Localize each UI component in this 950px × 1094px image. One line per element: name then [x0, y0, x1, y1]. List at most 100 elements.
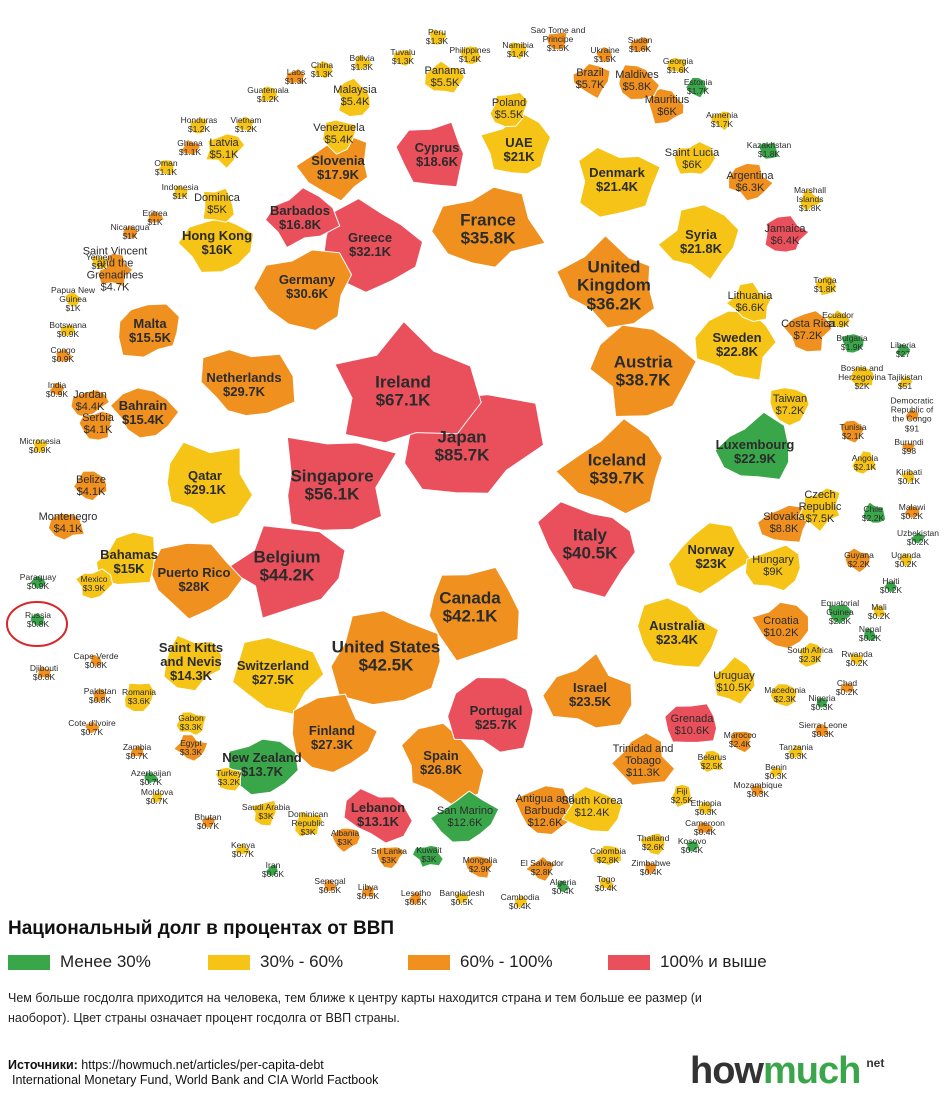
country-name: Australia — [649, 617, 705, 633]
country-name: Bangladesh — [439, 887, 485, 898]
country-name: Barbados — [270, 202, 330, 218]
country-shape — [545, 31, 568, 51]
country-name: Puerto Rico — [157, 564, 231, 580]
country-name: Guatemala — [247, 84, 289, 95]
country-shape — [899, 552, 914, 568]
country-name: Bhutan — [194, 811, 222, 822]
country-label: Chad $0.2K — [836, 678, 858, 697]
country-shape — [460, 45, 482, 66]
country-name: Hungary — [752, 554, 794, 567]
country-shape — [259, 85, 278, 103]
country-name: Sudan — [627, 34, 653, 45]
country-name: Tanzania — [778, 741, 814, 752]
country-label: Mexico $3.9K — [81, 574, 108, 593]
legend-swatch — [8, 954, 50, 970]
country-name: Azerbaijan — [130, 767, 172, 778]
country-label: Cyprus $18.6K — [414, 139, 460, 169]
country-debt: $2.1K — [853, 462, 877, 472]
country-debt: $6.3K — [735, 182, 765, 194]
country-label: Mali $0.2K — [868, 602, 890, 621]
country-debt: $0.9K — [28, 445, 52, 455]
country-debt: $0.9K — [56, 329, 80, 339]
country-shape — [214, 766, 243, 792]
country-name: Cyprus — [414, 139, 460, 155]
country-debt: $1.2K — [234, 124, 258, 134]
country-debt: $2.6K — [641, 842, 665, 852]
country-name: Finland — [308, 722, 356, 738]
country-debt: $42.5K — [358, 656, 414, 675]
country-name: Mozambique — [733, 779, 783, 790]
country-label: Israel $23.5K — [569, 680, 611, 709]
country-debt: $21.8K — [680, 241, 722, 256]
country-label: Libya $0.5K — [357, 882, 379, 901]
country-debt: $0.3K — [694, 807, 718, 817]
country-label: Denmark $21.4K — [589, 165, 645, 194]
country-debt: $3K — [258, 811, 274, 821]
country-label: Nepal $0.2K — [858, 623, 882, 643]
country-debt: $13.7K — [241, 764, 283, 779]
country-debt: $21.4K — [596, 179, 638, 194]
country-name: Nepal — [858, 623, 882, 634]
sources-list: International Monetary Fund, World Bank … — [12, 1073, 379, 1087]
country-shape — [429, 28, 448, 46]
country-label: Kiribati $0.1K — [896, 467, 922, 486]
sources-url[interactable]: https://howmuch.net/articles/per-capita-… — [81, 1058, 324, 1072]
country-shape — [29, 611, 46, 627]
country-shape — [696, 821, 715, 835]
country-name: Qatar — [188, 467, 222, 483]
country-label: Zimbabwe $0.4K — [631, 858, 670, 877]
country-shape — [713, 655, 756, 705]
country-name: Togo — [596, 873, 616, 884]
country-label: Kosovo $0.4K — [678, 836, 706, 855]
country-label: Canada $42.1K — [439, 589, 500, 627]
country-debt: $2.9K — [468, 864, 492, 874]
country-name: Thailand — [636, 832, 670, 843]
country-shape — [667, 522, 753, 595]
country-debt: $10.2K — [763, 627, 799, 639]
country-debt: $2.3K — [798, 654, 822, 664]
country-debt: $85.7K — [434, 446, 490, 465]
country-shape — [698, 749, 724, 774]
country-label: Cape Verde $0.8K — [74, 651, 119, 670]
country-shape — [285, 67, 306, 86]
country-shape — [840, 333, 865, 354]
country-label: Tajikistan $51 — [888, 372, 923, 391]
country-label: India $0.9K — [46, 380, 68, 399]
country-shape — [725, 281, 773, 323]
country-name: Botswana — [49, 319, 87, 330]
country-shape — [311, 59, 334, 80]
country-label: Paraguay $0.9K — [20, 572, 56, 591]
country-name: Russia — [25, 609, 51, 620]
country-label: Norway $23K — [688, 542, 735, 571]
country-shape — [200, 816, 216, 829]
country-shape — [428, 566, 520, 662]
country-name: Dominica — [194, 192, 240, 205]
country-name: Brazil — [576, 67, 604, 80]
country-label: Bolivia $1.3K — [349, 52, 375, 72]
country-shape — [354, 54, 373, 71]
country-name: Bolivia — [349, 52, 375, 63]
country-name: Marocco — [723, 729, 757, 740]
country-shape — [851, 450, 877, 475]
country-shape — [429, 790, 500, 843]
country-label: Sri Lanka $3K — [371, 846, 407, 865]
country-shape — [729, 730, 755, 754]
country-debt: $2.1K — [841, 431, 865, 441]
country-name: Liberia — [890, 339, 916, 350]
country-debt: $16.8K — [279, 217, 321, 232]
country-label: Latvia $5.1K — [209, 137, 238, 162]
country-label: Tunisia $2.1K — [839, 422, 866, 441]
country-label: Lebanon $13.1K — [351, 800, 405, 829]
country-label: Bulgaria $1.9K — [836, 333, 867, 352]
country-shape — [744, 544, 801, 592]
country-shape — [74, 568, 114, 600]
country-label: Fiji $2.5K — [671, 786, 693, 805]
country-label: Haiti $0.2K — [880, 576, 902, 595]
country-name: Mongolia — [462, 854, 498, 865]
country-name: Sierra Leone — [798, 719, 848, 730]
country-label: Tuvalu $1.3K — [390, 47, 415, 66]
country-shape — [903, 503, 921, 520]
country-label: Kazakhstan $1.8K — [747, 140, 791, 159]
country-name: Gabon — [178, 712, 204, 723]
country-debt: $1.8K — [757, 149, 781, 159]
